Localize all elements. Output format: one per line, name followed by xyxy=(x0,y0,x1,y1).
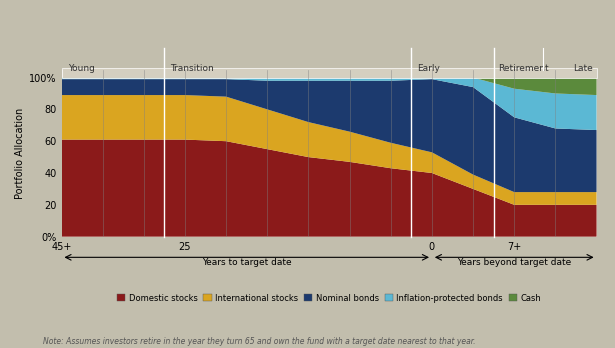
Text: Retirement: Retirement xyxy=(498,64,549,73)
Text: Note: Assumes investors retire in the year they turn 65 and own the fund with a : Note: Assumes investors retire in the ye… xyxy=(43,337,475,346)
Text: Years to target date: Years to target date xyxy=(202,258,292,267)
Text: Years beyond target date: Years beyond target date xyxy=(457,258,571,267)
Text: Young: Young xyxy=(68,64,95,73)
Bar xyxy=(494,68,597,78)
Text: Transition: Transition xyxy=(170,64,214,73)
Y-axis label: Portfolio Allocation: Portfolio Allocation xyxy=(15,108,25,199)
Bar xyxy=(411,68,494,78)
Text: Early: Early xyxy=(418,64,440,73)
Bar xyxy=(164,68,411,78)
Text: Late: Late xyxy=(573,64,592,73)
Legend: Domestic stocks, International stocks, Nominal bonds, Inflation-protected bonds,: Domestic stocks, International stocks, N… xyxy=(114,290,544,306)
Bar xyxy=(62,68,164,78)
